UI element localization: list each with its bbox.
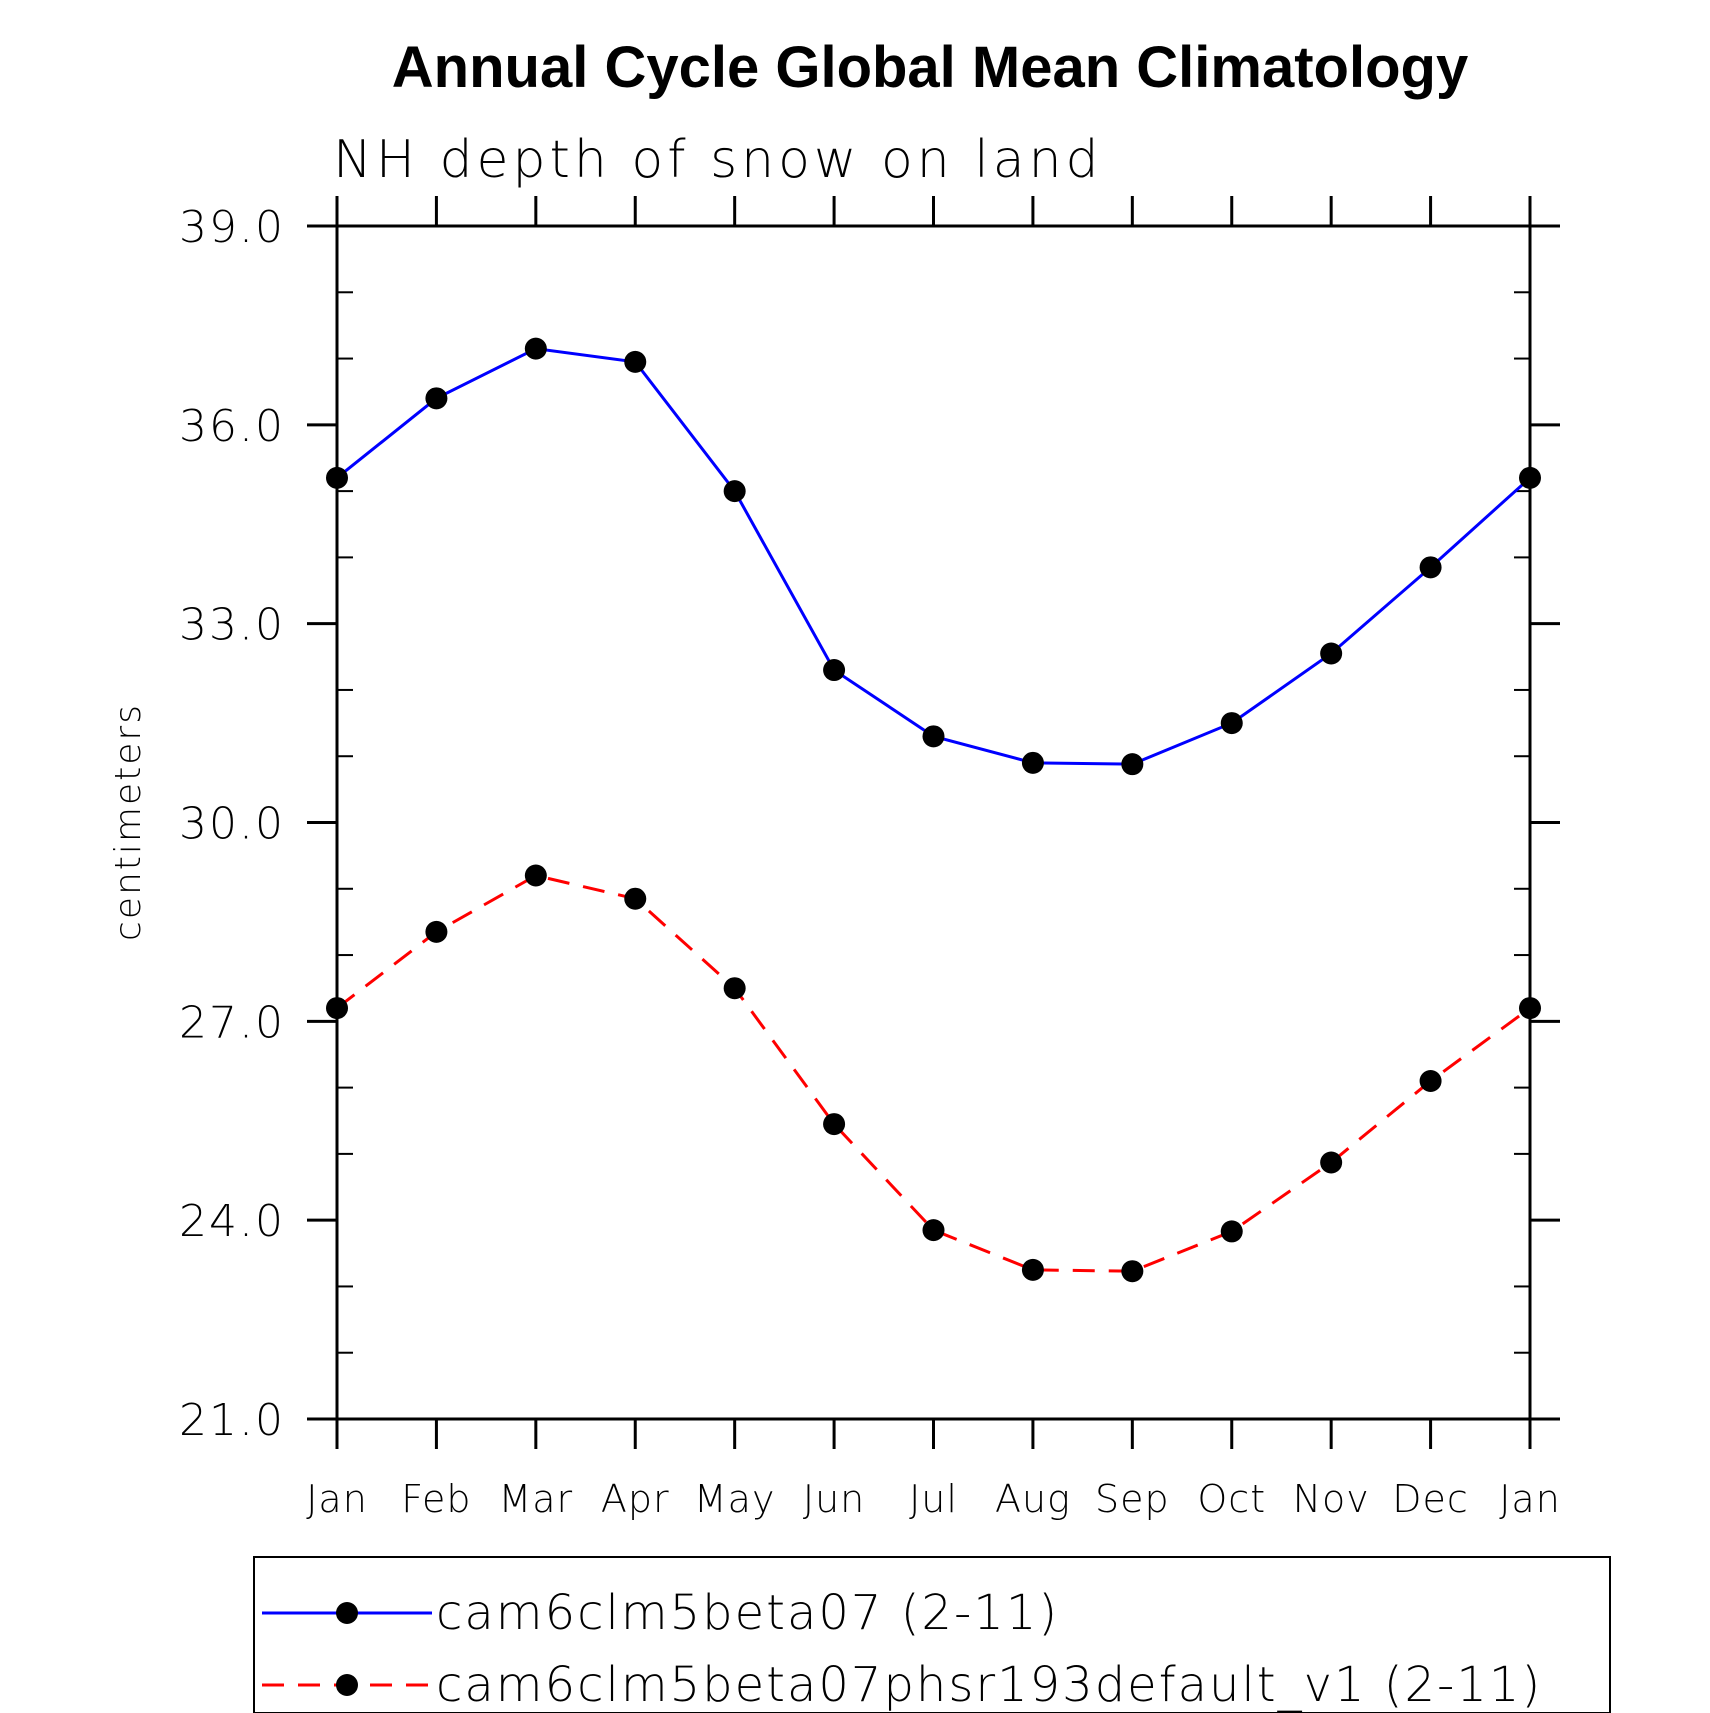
x-tick-label: Jan <box>1499 1477 1561 1521</box>
data-point <box>425 920 448 943</box>
x-tick-label: Jun <box>803 1477 865 1521</box>
data-point <box>1220 1220 1243 1243</box>
x-tick-label: Dec <box>1392 1477 1469 1521</box>
data-point <box>922 725 945 748</box>
data-point <box>1121 1260 1144 1283</box>
legend: cam6clm5beta07 (2-11) cam6clm5beta07phsr1… <box>253 1556 1611 1713</box>
data-point <box>922 1219 945 1242</box>
x-tick-label: Apr <box>601 1477 670 1521</box>
y-tick-label: 33.0 <box>179 600 285 651</box>
y-tick-labels: 21.0 24.0 27.0 30.0 33.0 36.0 39.0 <box>179 202 285 1446</box>
x-tick-labels: Jan Feb Mar Apr May Jun Jul Aug Sep Oct Nov Dec Jan <box>306 1477 1561 1521</box>
y-tick-label: 39.0 <box>179 202 285 253</box>
x-tick-label: Nov <box>1293 1477 1370 1521</box>
legend-label-1: cam6clm5beta07 (2-11) <box>436 1585 1059 1641</box>
x-tick-label: May <box>694 1477 776 1521</box>
legend-marker-2 <box>336 1674 358 1696</box>
x-tick-label: Oct <box>1197 1477 1266 1521</box>
x-tick-label: Jan <box>306 1477 368 1521</box>
data-point <box>823 659 846 682</box>
series-line-2 <box>336 873 1531 1273</box>
x-tick-label: Mar <box>498 1477 573 1521</box>
data-point <box>326 466 348 489</box>
data-point <box>425 387 448 410</box>
data-point <box>624 350 647 373</box>
data-point <box>723 480 746 503</box>
data-point <box>723 977 746 1000</box>
y-tick-label: 24.0 <box>179 1196 285 1247</box>
data-point <box>1419 1069 1442 1092</box>
legend-marker-1 <box>336 1602 358 1624</box>
data-point <box>1121 753 1144 776</box>
y-axis-label: centimeters <box>108 703 149 941</box>
minor-ticks <box>337 291 1530 1354</box>
major-ticks <box>307 196 1560 1449</box>
x-tick-label: Jul <box>909 1477 958 1521</box>
data-point <box>624 887 647 910</box>
legend-items: cam6clm5beta07 (2-11) cam6clm5beta07phsr1… <box>262 1585 1542 1713</box>
data-point <box>524 337 547 360</box>
legend-label-2: cam6clm5beta07phsr193default_v1 (2-11) <box>436 1657 1542 1713</box>
x-tick-label: Aug <box>995 1477 1071 1521</box>
data-point <box>1220 712 1243 735</box>
data-point <box>1419 556 1442 579</box>
data-point <box>1320 1151 1343 1174</box>
y-tick-label: 21.0 <box>179 1395 285 1446</box>
data-point <box>1519 466 1541 489</box>
data-point <box>1320 642 1343 665</box>
chart-title: Annual Cycle Global Mean Climatology <box>392 35 1468 100</box>
data-point <box>326 997 348 1020</box>
data-point <box>823 1113 846 1136</box>
legend-box <box>253 1556 1611 1713</box>
y-tick-label: 36.0 <box>179 401 285 452</box>
x-tick-label: Feb <box>401 1477 471 1521</box>
x-tick-label: Sep <box>1095 1477 1170 1521</box>
y-tick-label: 27.0 <box>179 997 285 1048</box>
series-line-1 <box>336 347 1532 766</box>
series-layer <box>326 337 1541 1283</box>
data-point <box>524 864 547 887</box>
data-point <box>1021 751 1044 774</box>
chart-subtitle: NH depth of snow on land <box>333 130 1103 190</box>
y-tick-label: 30.0 <box>179 799 285 850</box>
data-point <box>1519 997 1541 1020</box>
data-point <box>1021 1258 1044 1281</box>
